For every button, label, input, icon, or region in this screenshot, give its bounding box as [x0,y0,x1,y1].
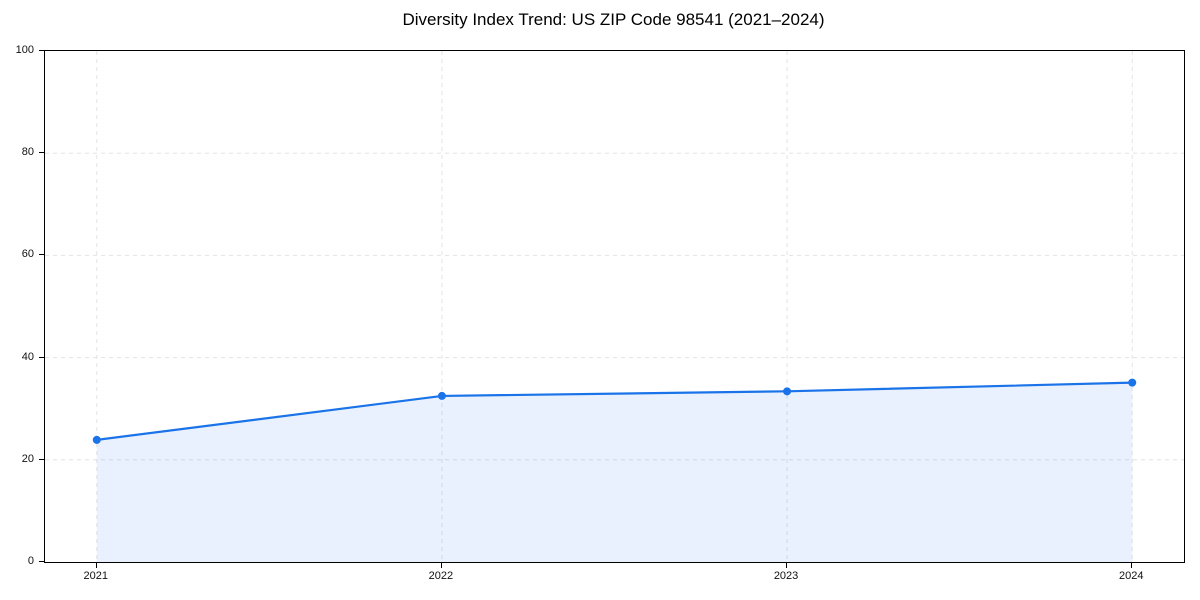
data-point[interactable] [92,435,101,444]
chart-canvas [45,51,1184,562]
x-tick-mark [440,563,442,568]
data-point[interactable] [437,391,446,400]
data-point[interactable] [1128,378,1137,387]
y-tick-mark [39,458,44,460]
x-tick-label: 2024 [1118,570,1144,582]
trend-line [95,381,1134,441]
data-point[interactable] [783,387,792,396]
x-tick-mark [786,563,788,568]
y-tick-mark [39,356,44,358]
y-tick-mark [39,561,44,562]
y-tick-label: 100 [15,44,34,56]
y-tick-label: 40 [21,350,34,363]
chart-title: Diversity Index Trend: US ZIP Code 98541… [402,10,825,29]
y-tick-label: 20 [21,452,34,465]
x-tick-label: 2021 [83,570,108,582]
x-tick-label: 2023 [773,570,799,582]
x-tick-label: 2022 [428,570,454,582]
x-tick-mark [95,563,97,568]
y-tick-mark [39,152,44,154]
plot-area [44,50,1185,563]
x-tick-mark [1131,563,1133,568]
area-fill [96,382,1133,562]
y-tick-label: 80 [21,146,34,159]
y-tick-label: 60 [21,248,34,261]
y-tick-label: 0 [27,555,34,567]
y-tick-mark [39,50,44,51]
y-tick-mark [39,254,44,256]
